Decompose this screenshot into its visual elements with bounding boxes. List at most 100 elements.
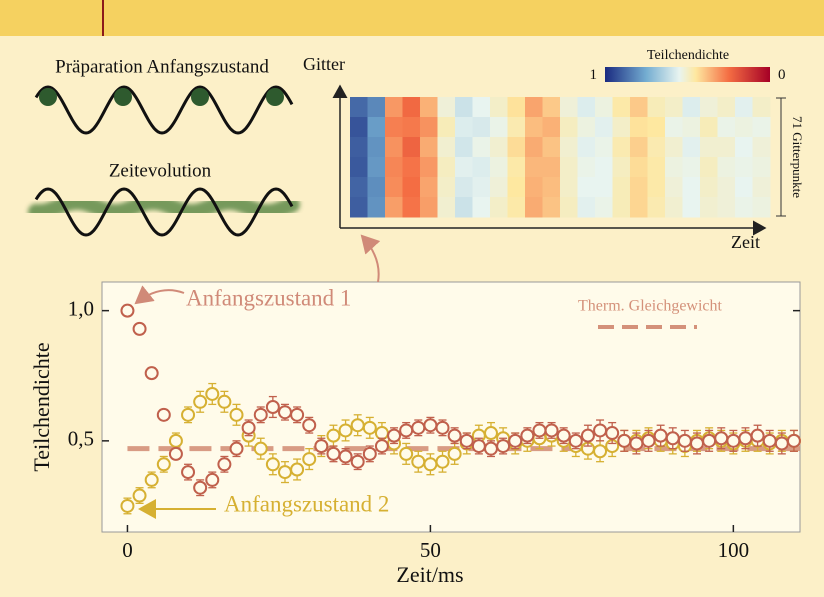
heatmap-cell	[753, 137, 771, 158]
annotation: Anfangszustand 2	[224, 491, 389, 516]
heatmap-cell	[665, 117, 683, 138]
colorbar	[605, 67, 770, 82]
heatmap-cell	[630, 157, 648, 178]
heatmap-cell	[385, 97, 403, 118]
heatmap-cell	[455, 177, 473, 198]
data-point	[388, 430, 400, 442]
heatmap-cell	[473, 197, 491, 218]
data-point	[703, 435, 715, 447]
wavepacket	[36, 202, 292, 212]
data-point	[182, 409, 194, 421]
data-point	[267, 401, 279, 413]
heatmap-cell	[630, 197, 648, 218]
heatmap-cell	[613, 197, 631, 218]
heatmap-cell	[648, 97, 666, 118]
data-point	[412, 422, 424, 434]
heatmap-cell	[595, 197, 613, 218]
heatmap-cell	[473, 97, 491, 118]
heatmap-cell	[630, 137, 648, 158]
heatmap-cell	[700, 177, 718, 198]
heatmap-cell	[368, 197, 386, 218]
data-point	[340, 424, 352, 436]
data-point	[558, 430, 570, 442]
illustration-label: Präparation Anfangszustand	[55, 56, 269, 77]
plot-area	[102, 282, 800, 532]
heatmap-cell	[700, 157, 718, 178]
heatmap-cell	[368, 157, 386, 178]
heatmap-cell	[665, 197, 683, 218]
heatmap-cell	[700, 97, 718, 118]
heatmap-cell	[385, 177, 403, 198]
data-point	[739, 432, 751, 444]
heatmap-cell	[490, 157, 508, 178]
data-point	[582, 430, 594, 442]
data-point	[376, 440, 388, 452]
data-point	[437, 456, 449, 468]
x-axis-label: Zeit/ms	[396, 562, 463, 587]
data-point	[764, 435, 776, 447]
data-point	[279, 406, 291, 418]
data-point	[158, 409, 170, 421]
heatmap-cell	[543, 97, 561, 118]
data-point	[618, 435, 630, 447]
x-tick-label: 100	[718, 538, 750, 562]
colorbar-tick-label: 1	[590, 67, 598, 83]
heatmap-x-label: Zeit	[731, 232, 760, 252]
heatmap-cell	[473, 117, 491, 138]
data-point	[327, 430, 339, 442]
data-point	[158, 458, 170, 470]
heatmap-cell	[455, 137, 473, 158]
colorbar-label: Teilchendichte	[647, 48, 729, 63]
heatmap-cell	[438, 197, 456, 218]
heatmap-cell	[508, 117, 526, 138]
annotation-arrow	[362, 236, 379, 282]
data-point	[485, 443, 497, 455]
data-point	[218, 458, 230, 470]
heatmap-cell	[665, 137, 683, 158]
particle	[191, 88, 209, 106]
potential-wave	[36, 87, 292, 133]
heatmap-cell	[683, 137, 701, 158]
heatmap-cell	[525, 117, 543, 138]
data-point	[679, 435, 691, 447]
data-point	[170, 448, 182, 460]
heatmap-cell	[613, 97, 631, 118]
heatmap-cell	[578, 157, 596, 178]
data-point	[134, 490, 146, 502]
data-point	[400, 448, 412, 460]
heatmap-cell	[438, 177, 456, 198]
data-point	[594, 424, 606, 436]
heatmap-cell	[368, 177, 386, 198]
heatmap-cell	[543, 177, 561, 198]
heatmap-cell	[578, 117, 596, 138]
heatmap-cell	[683, 97, 701, 118]
x-tick-label: 50	[420, 538, 441, 562]
data-point	[194, 396, 206, 408]
heatmap-cell	[403, 197, 421, 218]
heatmap-cell	[578, 137, 596, 158]
heatmap-cell	[735, 177, 753, 198]
heatmap-cell	[613, 157, 631, 178]
heatmap-cell	[630, 177, 648, 198]
heatmap-cell	[560, 97, 578, 118]
data-point	[509, 435, 521, 447]
heatmap-cell	[648, 157, 666, 178]
heatmap-cell	[560, 117, 578, 138]
heatmap-cell	[683, 197, 701, 218]
data-point	[449, 430, 461, 442]
data-point	[715, 432, 727, 444]
data-point	[243, 422, 255, 434]
y-tick-label: 1,0	[68, 296, 94, 320]
data-point	[424, 458, 436, 470]
heatmap-cell	[438, 137, 456, 158]
data-point	[570, 435, 582, 447]
data-point	[788, 435, 800, 447]
heatmap-cell	[455, 157, 473, 178]
illustration-label: Zeitevolution	[109, 160, 212, 181]
heatmap-cell	[508, 157, 526, 178]
heatmap-cell	[700, 137, 718, 158]
y-tick-label: 0,5	[68, 427, 94, 451]
heatmap-cell	[718, 97, 736, 118]
heatmap-cell	[490, 197, 508, 218]
colorbar-tick-label: 0	[778, 67, 786, 83]
